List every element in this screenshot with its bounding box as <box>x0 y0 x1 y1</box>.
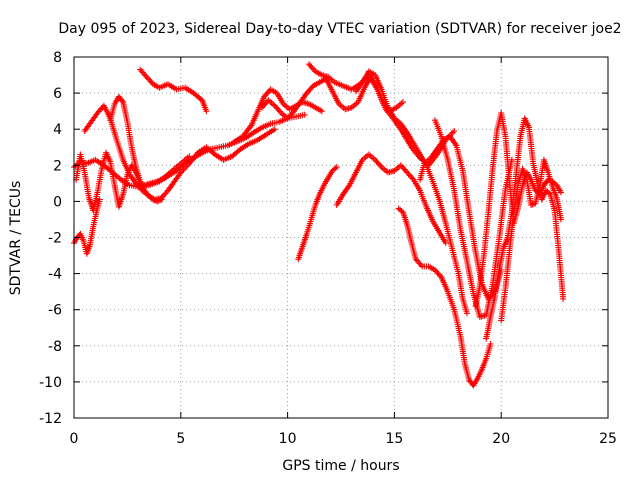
plus-markers <box>333 151 449 246</box>
x-tick-label: 15 <box>385 431 403 447</box>
plus-markers <box>137 66 210 115</box>
series-track-17 <box>498 156 564 324</box>
series-track-12 <box>395 205 494 389</box>
y-tick-labels: -12 -10 -8 -6 -4 -2 0 2 4 6 8 <box>39 50 62 427</box>
y-tick-label: 8 <box>53 50 62 66</box>
y-tick-label: 4 <box>53 122 62 138</box>
y-tick-label: -2 <box>48 231 62 247</box>
y-tick-label: -10 <box>39 375 62 391</box>
series-track-10 <box>295 164 340 263</box>
x-axis-label: GPS time / hours <box>282 458 399 474</box>
plus-markers <box>432 117 515 320</box>
data-points <box>71 61 567 389</box>
series-track-13 <box>353 68 470 317</box>
plus-markers <box>295 164 340 263</box>
plus-markers <box>498 156 564 324</box>
series-track-18 <box>432 117 515 320</box>
y-tick-label: 0 <box>53 194 62 210</box>
axis-ticks <box>73 56 609 419</box>
chart-title: Day 095 of 2023, Sidereal Day-to-day VTE… <box>58 21 621 37</box>
y-tick-label: -8 <box>48 339 62 355</box>
y-tick-label: -12 <box>39 411 62 427</box>
x-tick-label: 5 <box>176 431 185 447</box>
plus-markers <box>353 68 470 317</box>
y-tick-label: 2 <box>53 158 62 174</box>
y-tick-label: -6 <box>48 303 62 319</box>
y-axis-label: SDTVAR / TECUs <box>8 181 24 296</box>
plus-markers <box>107 93 165 205</box>
x-tick-labels: 0 5 10 15 20 25 <box>70 431 617 447</box>
x-tick-label: 10 <box>279 431 297 447</box>
y-tick-label: 6 <box>53 86 62 102</box>
series-track-11 <box>333 151 449 246</box>
x-tick-label: 20 <box>492 431 510 447</box>
series-track-05 <box>107 93 165 205</box>
x-tick-label: 0 <box>70 431 79 447</box>
plus-markers <box>395 205 494 389</box>
y-tick-label: -4 <box>48 267 62 283</box>
series-track-06 <box>137 66 210 115</box>
x-tick-label: 25 <box>599 431 617 447</box>
